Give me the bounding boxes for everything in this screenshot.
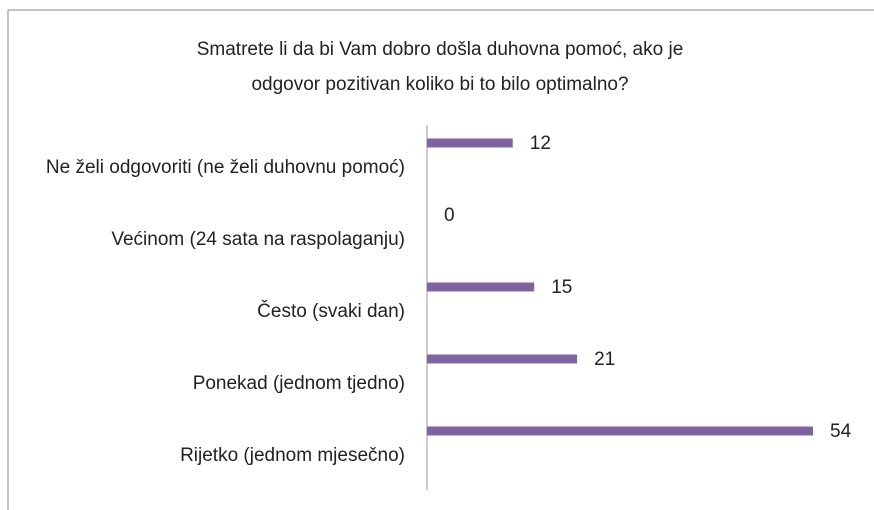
chart-title: Smatrete li da bi Vam dobro došla duhovn… <box>197 39 684 60</box>
category-label: Ponekad (jednom tjedno) <box>192 373 405 394</box>
data-label: 54 <box>830 421 852 442</box>
category-label: Često (svaki dan) <box>257 301 405 322</box>
bar <box>427 354 578 364</box>
chart-title: odgovor pozitivan koliko bi to bilo opti… <box>251 74 628 95</box>
category-label: Rijetko (jednom mjesečno) <box>180 445 405 466</box>
bar <box>427 138 513 148</box>
data-label: 12 <box>530 133 551 154</box>
data-label: 15 <box>551 277 572 298</box>
bar <box>427 426 813 436</box>
data-label: 0 <box>444 205 455 226</box>
category-label: Ne želi odgovoriti (ne želi duhovnu pomo… <box>45 157 405 178</box>
bar <box>427 282 535 292</box>
data-label: 21 <box>594 349 615 370</box>
category-label: Većinom (24 sata na raspolaganju) <box>111 229 405 250</box>
